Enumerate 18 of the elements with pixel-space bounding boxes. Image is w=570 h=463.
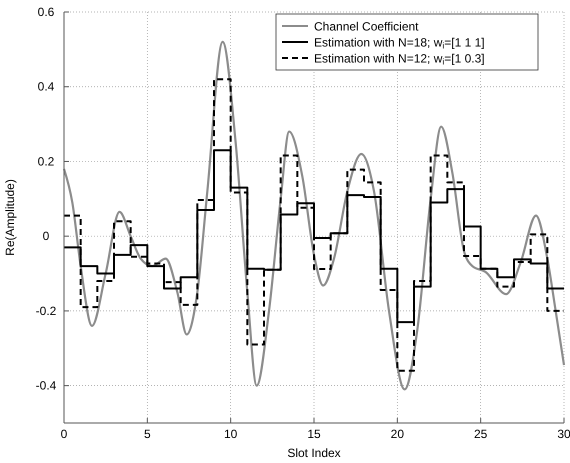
x-tick-label: 15 [307,427,321,441]
x-tick-label: 10 [224,427,238,441]
x-tick-label: 25 [474,427,488,441]
y-tick-label: 0.6 [38,5,55,19]
x-tick-label: 20 [390,427,404,441]
legend-label: Channel Coefficient [314,20,420,34]
y-tick-label: -0.4 [36,378,57,393]
x-tick-label: 5 [144,427,151,441]
y-tick-label: 0.4 [38,80,55,94]
x-tick-label: 30 [557,427,570,441]
legend-label: Estimation with N=12; w$_{i}$=[1 0.3] [314,52,485,67]
y-tick-label: 0.2 [38,154,55,168]
legend-label: Estimation with N=18; w$_{i}$=[1 1 1] [314,36,485,51]
y-axis-title: Re(Amplitude) [3,179,17,256]
x-axis-title: Slot Index [287,446,341,460]
x-tick-label: 0 [60,427,68,441]
y-tick-label: -0.2 [36,304,57,318]
y-tick-label: 0 [42,229,50,244]
